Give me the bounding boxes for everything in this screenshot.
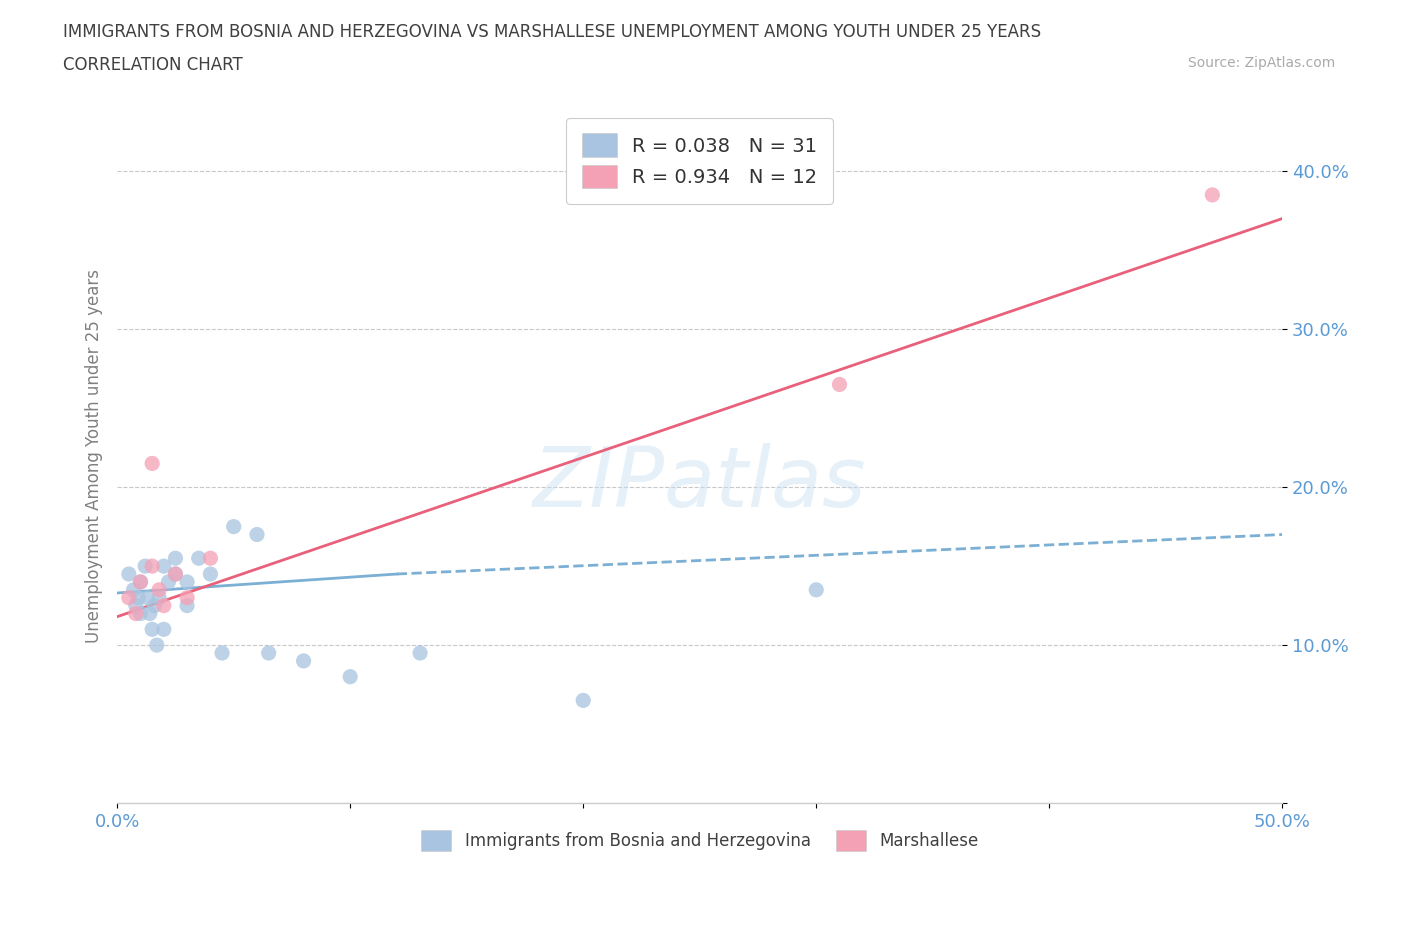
Point <box>148 582 170 597</box>
Point <box>176 575 198 590</box>
Point <box>129 606 152 621</box>
Point <box>1201 188 1223 203</box>
Point <box>118 591 141 605</box>
Y-axis label: Unemployment Among Youth under 25 years: Unemployment Among Youth under 25 years <box>86 269 103 643</box>
Point <box>127 591 149 605</box>
Point <box>118 566 141 581</box>
Point <box>122 582 145 597</box>
Point <box>129 575 152 590</box>
Point <box>136 591 159 605</box>
Point <box>139 606 162 621</box>
Point <box>200 551 222 565</box>
Point <box>152 559 174 574</box>
Point <box>806 582 828 597</box>
Point <box>129 575 152 590</box>
Point <box>257 645 280 660</box>
Point <box>200 566 222 581</box>
Point <box>141 622 163 637</box>
Point <box>828 377 851 392</box>
Point <box>152 598 174 613</box>
Point <box>157 575 180 590</box>
Point <box>148 591 170 605</box>
Point <box>152 622 174 637</box>
Point <box>165 566 187 581</box>
Text: ZIPatlas: ZIPatlas <box>533 443 866 524</box>
Point <box>211 645 233 660</box>
Point <box>222 519 245 534</box>
Point <box>409 645 432 660</box>
Point <box>292 654 315 669</box>
Text: Source: ZipAtlas.com: Source: ZipAtlas.com <box>1188 56 1336 70</box>
Point <box>187 551 209 565</box>
Point <box>176 598 198 613</box>
Point <box>141 456 163 471</box>
Point <box>143 598 166 613</box>
Point <box>165 566 187 581</box>
Point <box>246 527 269 542</box>
Point <box>125 598 148 613</box>
Point <box>165 551 187 565</box>
Point <box>146 638 169 653</box>
Point <box>134 559 156 574</box>
Point <box>125 606 148 621</box>
Text: CORRELATION CHART: CORRELATION CHART <box>63 56 243 73</box>
Point <box>176 591 198 605</box>
Legend: Immigrants from Bosnia and Herzegovina, Marshallese: Immigrants from Bosnia and Herzegovina, … <box>415 824 984 857</box>
Text: IMMIGRANTS FROM BOSNIA AND HERZEGOVINA VS MARSHALLESE UNEMPLOYMENT AMONG YOUTH U: IMMIGRANTS FROM BOSNIA AND HERZEGOVINA V… <box>63 23 1042 41</box>
Point <box>572 693 595 708</box>
Point <box>339 670 361 684</box>
Point <box>141 559 163 574</box>
